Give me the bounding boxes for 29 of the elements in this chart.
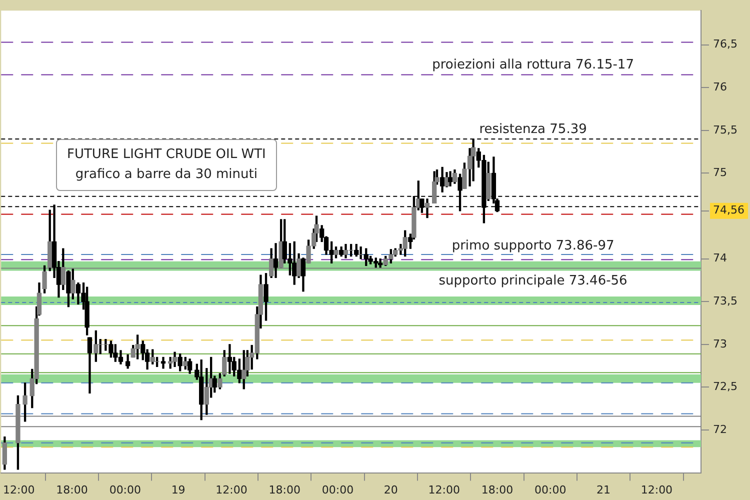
x-tick-label: 12:00 [3, 483, 35, 496]
ref-line-label: proiezioni alla rottura 76.15-17 [432, 58, 634, 73]
x-tick-label: 00:00 [109, 483, 142, 496]
x-tick-label: 12:00 [216, 483, 248, 496]
y-tick-label: 73 [713, 337, 727, 350]
text: FUTURE LIGHT CRUDE OIL WTI [67, 146, 266, 164]
y-tick-label: 74 [713, 252, 727, 265]
x-tick-label: 18:00 [268, 483, 300, 496]
y-tick-label: 75,5 [713, 123, 738, 136]
y-tick-label: 76,5 [713, 38, 738, 51]
y-tick-label: 72 [713, 422, 727, 436]
x-tick-label: 19 [171, 483, 186, 496]
x-tick-label: 00:00 [322, 483, 354, 496]
y-tick-label: 72,5 [713, 380, 738, 394]
x-tick-label: 12:00 [640, 483, 673, 496]
y-tick-label: 73,5 [713, 294, 738, 308]
x-tick-label: 20 [384, 483, 398, 496]
band-label: primo supporto 73.86-97 [452, 238, 614, 254]
x-tick-label: 12:00 [428, 483, 460, 496]
x-tick-label: 18:00 [56, 483, 88, 496]
band-label: supporto principale 73.46-56 [438, 273, 628, 288]
x-tick-label: 18:00 [481, 483, 514, 496]
x-tick-label: 00:00 [534, 483, 566, 496]
text: grafico a barre da 30 minuti [74, 166, 258, 184]
y-tick-label: 74,56 [713, 204, 744, 217]
y-tick-label: 76 [713, 80, 727, 94]
y-tick-label: 75 [713, 166, 727, 180]
ref-line-label: resistenza 75.39 [479, 122, 587, 137]
x-tick-label: 21 [596, 483, 611, 496]
